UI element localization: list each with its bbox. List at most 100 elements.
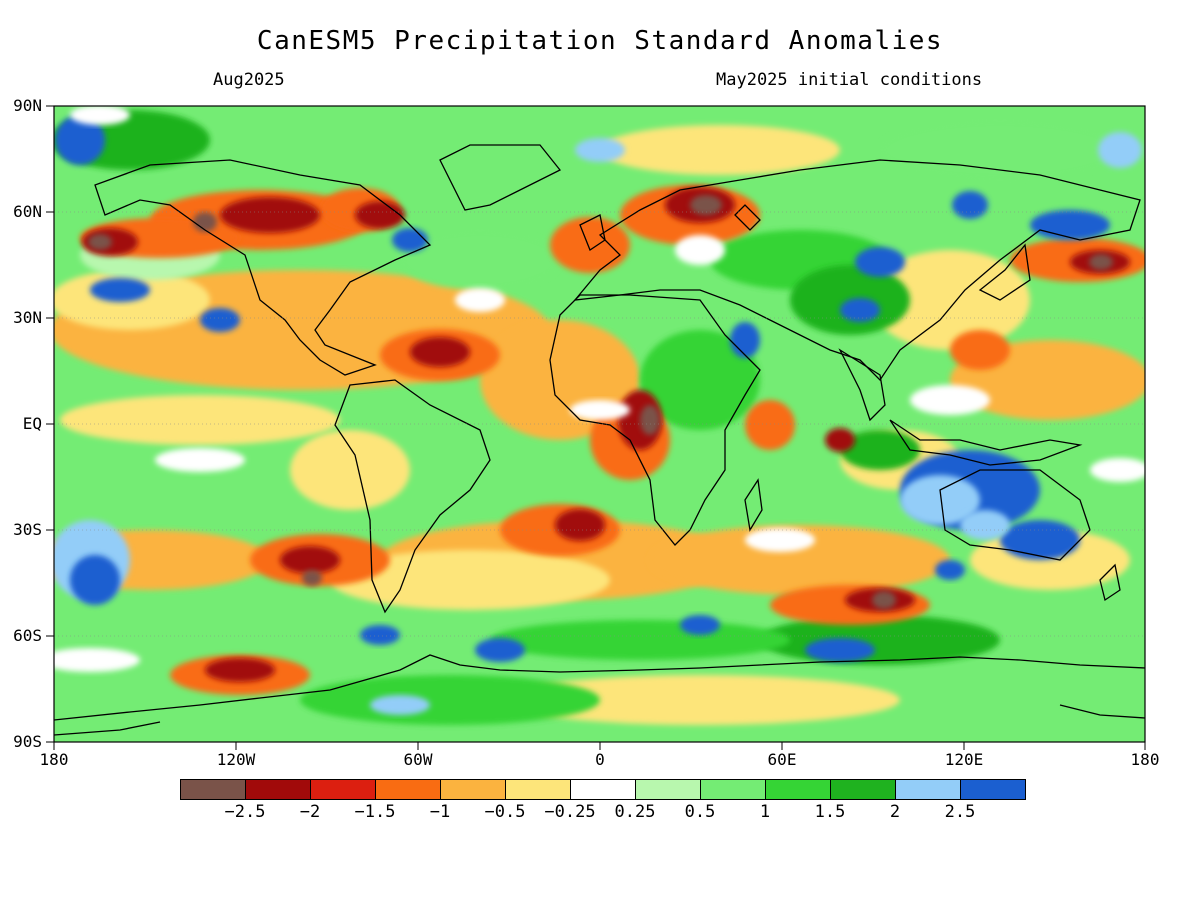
anomaly-patch (640, 330, 760, 430)
anomaly-patch (360, 625, 400, 645)
colorbar-label: −0.25 (544, 802, 596, 822)
anomaly-patch (840, 298, 880, 322)
anomaly-patch (952, 191, 988, 219)
colorbar-swatch (895, 779, 961, 800)
colorbar-label: 2.5 (944, 802, 976, 822)
colorbar-label: 0.25 (614, 802, 656, 822)
anomaly-patch (870, 250, 1030, 350)
lon-label-180e: 180 (1130, 750, 1160, 769)
anomaly-patch (88, 234, 112, 250)
anomaly-patch (280, 546, 340, 574)
lon-label-60e: 60E (767, 750, 797, 769)
colorbar-label: −0.5 (484, 802, 526, 822)
colorbar-swatch (310, 779, 376, 800)
anomaly-patch (193, 212, 217, 232)
lon-label-120w: 120W (216, 750, 256, 769)
anomaly-patch (900, 475, 980, 525)
anomaly-patch (155, 448, 245, 472)
anomaly-patch (935, 560, 965, 580)
anomaly-patch (600, 125, 840, 175)
lon-label-120e: 120E (944, 750, 984, 769)
anomaly-patch (745, 528, 815, 552)
anomaly-patch (960, 510, 1010, 540)
colorbar-swatch (180, 779, 246, 800)
colorbar-label: −1 (429, 802, 451, 822)
map-title: CanESM5 Precipitation Standard Anomalies (256, 26, 944, 56)
anomaly-patch (730, 322, 760, 358)
anomaly-patch (302, 570, 322, 586)
anomaly-patch (475, 638, 525, 662)
anomaly-patch (1000, 520, 1080, 560)
colorbar-swatch (960, 779, 1026, 800)
colorbar-label: −1.5 (354, 802, 396, 822)
colorbar-label: −2.5 (224, 802, 266, 822)
anomaly-patch (60, 395, 340, 445)
lat-label-eq: EQ (22, 414, 42, 433)
lon-label-0: 0 (595, 750, 605, 769)
lat-label-30n: 30N (13, 308, 42, 327)
anomaly-patch (575, 138, 625, 162)
anomaly-patch (54, 648, 140, 672)
anomaly-patch (675, 235, 725, 265)
anomaly-patch (950, 330, 1010, 370)
anomaly-patch (290, 430, 410, 510)
forecast-month: Aug2025 (213, 70, 285, 90)
anomaly-patch (410, 337, 470, 367)
anomaly-patch (90, 278, 150, 302)
anomaly-patch (1098, 132, 1142, 168)
colorbar-swatch (375, 779, 441, 800)
anomaly-patch (680, 615, 720, 635)
colorbar-swatch (700, 779, 766, 800)
anomaly-patch (880, 120, 1120, 180)
anomaly-patch (570, 400, 630, 420)
anomaly-patch (490, 620, 790, 660)
anomaly-patch (650, 525, 950, 595)
colorbar-swatch (245, 779, 311, 800)
anomaly-patch (1030, 210, 1110, 240)
anomaly-patch (910, 385, 990, 415)
colorbar-swatch (505, 779, 571, 800)
initial-conditions: May2025 initial conditions (716, 70, 983, 90)
anomaly-patch (70, 555, 120, 605)
anomaly-patch (300, 675, 600, 725)
anomaly-patch (1089, 254, 1113, 270)
colorbar-swatch (570, 779, 636, 800)
colorbar-label: 0.5 (684, 802, 716, 822)
anomaly-patch (872, 591, 896, 609)
colorbar-swatch (830, 779, 896, 800)
anomaly-field (54, 106, 1145, 742)
anomaly-patch (55, 115, 105, 165)
anomaly-patch (555, 509, 605, 541)
lat-label-30s: 30S (13, 520, 42, 539)
lat-label-90s: 90S (13, 732, 42, 751)
anomaly-patch (355, 201, 405, 229)
anomaly-patch (840, 430, 920, 470)
anomaly-patch (1090, 458, 1145, 482)
colorbar-swatch (635, 779, 701, 800)
lon-label-60w: 60W (403, 750, 433, 769)
axis-ticks (46, 105, 1146, 750)
anomaly-patch (550, 217, 630, 273)
colorbar-label: −2 (299, 802, 321, 822)
anomaly-patch (825, 428, 855, 452)
anomaly-patch (500, 675, 900, 725)
lon-label-180w: 180 (39, 750, 69, 769)
colorbar-label: 1 (759, 802, 771, 822)
colorbar-label: 2 (889, 802, 901, 822)
coastlines (54, 144, 1145, 736)
anomaly-patch (855, 247, 905, 277)
anomaly-patch (455, 288, 505, 312)
colorbar-label: 1.5 (814, 802, 846, 822)
anomaly-patch (220, 197, 320, 233)
lat-label-90n: 90N (13, 96, 42, 115)
anomaly-patch (70, 106, 130, 125)
anomaly-patch (805, 638, 875, 662)
anomaly-patch (205, 658, 275, 682)
anomaly-patch (745, 400, 795, 450)
anomaly-patch (690, 195, 722, 215)
anomaly-patch (400, 230, 560, 290)
colorbar-swatch (440, 779, 506, 800)
lat-label-60s: 60S (13, 626, 42, 645)
anomaly-patch (200, 308, 240, 332)
